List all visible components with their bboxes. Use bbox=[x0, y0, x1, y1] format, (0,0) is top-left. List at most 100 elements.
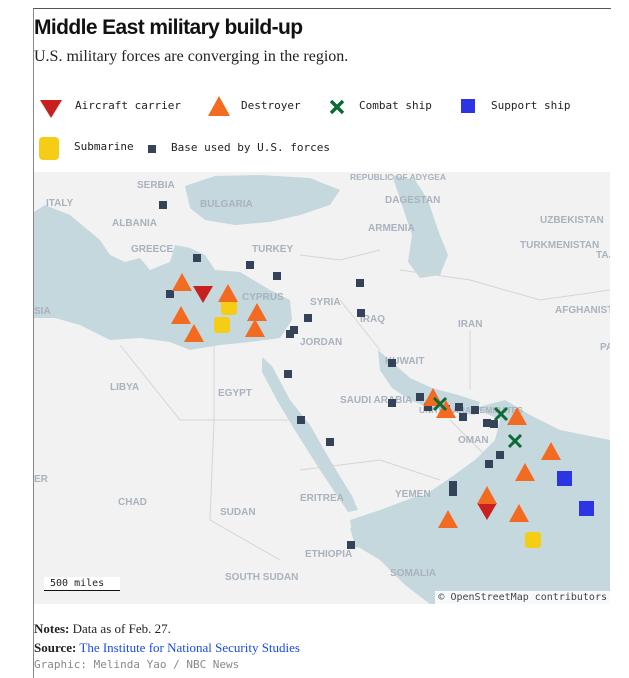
base-marker[interactable] bbox=[388, 399, 396, 407]
base-marker[interactable] bbox=[193, 254, 201, 262]
map-label: EGYPT bbox=[218, 388, 252, 399]
destroyer-marker[interactable] bbox=[245, 319, 265, 337]
persian-gulf bbox=[378, 350, 480, 415]
map-label: OMAN bbox=[458, 435, 489, 446]
destroyer-marker[interactable] bbox=[184, 324, 204, 342]
map-label: GREECE bbox=[131, 244, 174, 255]
map-label: KUWAIT bbox=[385, 356, 424, 367]
legend-label: Base used by U.S. forces bbox=[171, 141, 330, 154]
submarine-marker[interactable] bbox=[525, 532, 541, 548]
map-label: DAGESTAN bbox=[385, 195, 440, 206]
map-label: SERBIA bbox=[137, 180, 175, 191]
map-label: TAJIK bbox=[596, 250, 610, 261]
destroyer-marker[interactable] bbox=[438, 510, 458, 528]
base-marker[interactable] bbox=[459, 413, 467, 421]
scale-bar: 500 miles bbox=[44, 577, 120, 591]
map[interactable]: SERBIA ITALY ALBANIA GREECE TURKEY CYPRUS SYRI… bbox=[34, 172, 610, 604]
destroyer-marker[interactable] bbox=[218, 284, 238, 302]
destroyer-marker[interactable] bbox=[247, 303, 267, 321]
map-label: ITALY bbox=[46, 198, 74, 209]
graphic-frame bbox=[33, 8, 611, 678]
black-sea bbox=[185, 175, 340, 225]
combat-ship-marker[interactable] bbox=[507, 433, 523, 449]
map-label: UZBEKISTAN bbox=[540, 215, 604, 226]
map-label: AFGHANISTAN bbox=[555, 305, 610, 316]
base-marker[interactable] bbox=[297, 416, 305, 424]
base-icon bbox=[148, 145, 156, 153]
base-marker[interactable] bbox=[483, 419, 491, 427]
map-label: JORDAN bbox=[300, 337, 342, 348]
notes: Notes: Data as of Feb. 27. bbox=[34, 621, 171, 637]
destroyer-marker[interactable] bbox=[171, 306, 191, 324]
destroyer-marker[interactable] bbox=[477, 486, 497, 504]
destroyer-marker[interactable] bbox=[172, 273, 192, 291]
base-marker[interactable] bbox=[485, 460, 493, 468]
map-label: REPUBLIC OF ADYGEA bbox=[350, 172, 446, 182]
base-marker[interactable] bbox=[424, 403, 432, 411]
source-label: Source: bbox=[34, 640, 77, 655]
base-marker[interactable] bbox=[159, 201, 167, 209]
legend-label: Submarine bbox=[74, 140, 134, 153]
base-marker[interactable] bbox=[449, 481, 457, 489]
destroyer-marker[interactable] bbox=[509, 504, 529, 522]
support-ship-marker[interactable] bbox=[579, 501, 594, 516]
base-marker[interactable] bbox=[388, 359, 396, 367]
aircraft-carrier-marker[interactable] bbox=[193, 286, 213, 303]
base-marker[interactable] bbox=[290, 326, 298, 334]
attribution[interactable]: © OpenStreetMap contributors bbox=[435, 591, 610, 604]
combat-ship-marker[interactable] bbox=[493, 406, 509, 422]
legend-label: Aircraft carrier bbox=[75, 99, 181, 112]
map-label: SYRIA bbox=[310, 297, 341, 308]
base-marker[interactable] bbox=[356, 279, 364, 287]
base-marker[interactable] bbox=[449, 488, 457, 496]
borders bbox=[119, 249, 610, 561]
map-label: SUDAN bbox=[220, 507, 256, 518]
aircraft-carrier-marker[interactable] bbox=[477, 503, 497, 520]
support-ship-icon bbox=[461, 99, 475, 113]
map-label: SIA bbox=[34, 306, 51, 317]
base-marker[interactable] bbox=[304, 314, 312, 322]
submarine-icon bbox=[39, 137, 59, 160]
base-marker[interactable] bbox=[471, 406, 479, 414]
base-marker[interactable] bbox=[490, 420, 498, 428]
base-marker[interactable] bbox=[357, 309, 365, 317]
combat-ship-marker[interactable] bbox=[432, 396, 448, 412]
base-marker[interactable] bbox=[284, 370, 292, 378]
submarine-marker[interactable] bbox=[214, 317, 230, 333]
base-marker[interactable] bbox=[246, 261, 254, 269]
destroyer-marker[interactable] bbox=[515, 463, 535, 481]
map-canvas: SERBIA ITALY ALBANIA GREECE TURKEY CYPRUS SYRI… bbox=[34, 172, 610, 604]
destroyer-marker[interactable] bbox=[507, 407, 527, 425]
base-marker[interactable] bbox=[455, 403, 463, 411]
map-label: SOMALIA bbox=[390, 568, 436, 579]
map-label: SOUTH SUDAN bbox=[225, 572, 298, 583]
submarine-marker[interactable] bbox=[221, 299, 237, 315]
map-label: BULGARIA bbox=[200, 199, 253, 210]
base-marker[interactable] bbox=[166, 290, 174, 298]
caspian-sea bbox=[392, 175, 448, 278]
credit: Graphic: Melinda Yao / NBC News bbox=[34, 658, 240, 671]
base-marker[interactable] bbox=[416, 393, 424, 401]
map-label: ERITREA bbox=[300, 493, 344, 504]
map-label: IRAQ bbox=[360, 314, 385, 325]
destroyer-icon bbox=[208, 96, 230, 116]
support-ship-marker[interactable] bbox=[557, 471, 572, 486]
map-label: ER bbox=[34, 474, 49, 485]
map-label: ALBANIA bbox=[112, 218, 157, 229]
source-link[interactable]: The Institute for National Security Stud… bbox=[79, 640, 300, 655]
base-marker[interactable] bbox=[496, 451, 504, 459]
base-marker[interactable] bbox=[326, 438, 334, 446]
carrier-icon bbox=[40, 100, 62, 118]
map-label: SAUDI ARABIA bbox=[340, 395, 412, 406]
map-label: CYPRUS bbox=[242, 292, 284, 303]
map-label: TURKMENISTAN bbox=[520, 240, 599, 251]
notes-label: Notes: bbox=[34, 621, 70, 636]
base-marker[interactable] bbox=[347, 541, 355, 549]
x-mark-icon bbox=[329, 99, 345, 115]
map-label: PAK bbox=[600, 342, 610, 353]
base-marker[interactable] bbox=[273, 272, 281, 280]
map-label: ARMENIA bbox=[368, 223, 415, 234]
legend-label: Combat ship bbox=[359, 99, 432, 112]
destroyer-marker[interactable] bbox=[541, 442, 561, 460]
legend-label: Support ship bbox=[491, 99, 571, 112]
